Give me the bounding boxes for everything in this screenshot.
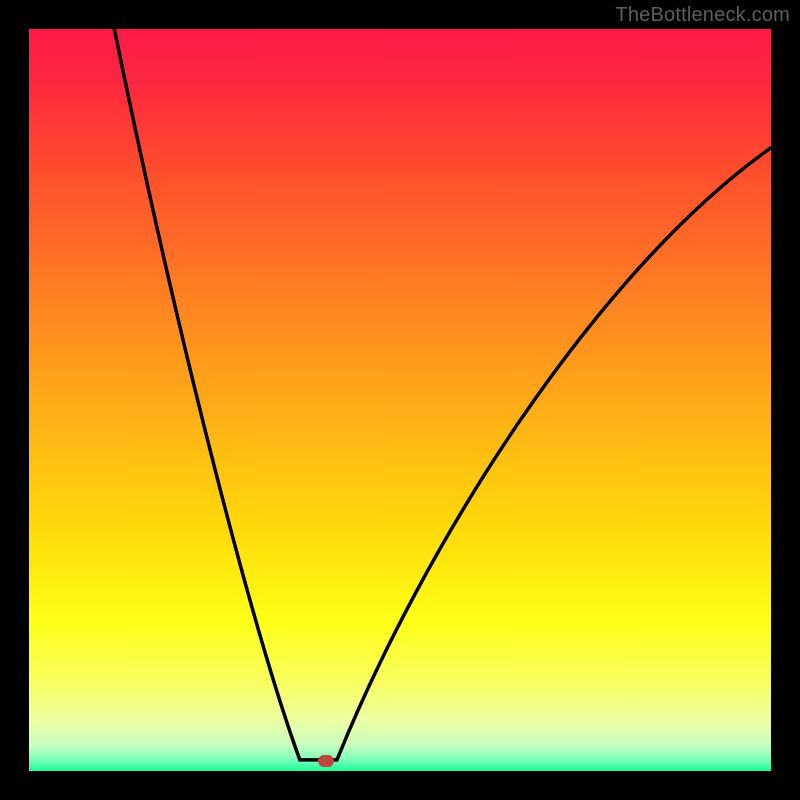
optimal-point-marker bbox=[318, 755, 334, 767]
bottleneck-curve-path bbox=[114, 29, 771, 760]
watermark-text: TheBottleneck.com bbox=[615, 4, 790, 27]
plot-area bbox=[29, 29, 771, 771]
bottleneck-curve bbox=[29, 29, 771, 771]
